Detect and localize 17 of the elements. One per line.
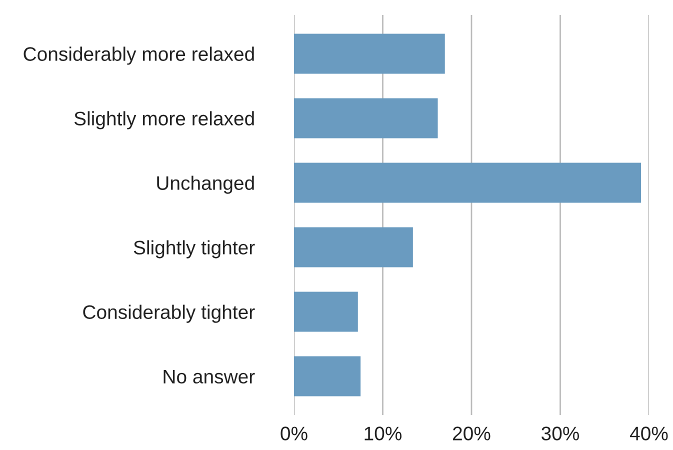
y-tick-label: Slightly more relaxed	[74, 111, 254, 130]
y-tick-label: Considerably more relaxed	[24, 46, 254, 65]
bar	[294, 98, 438, 138]
x-tick-label: 20%	[453, 426, 490, 440]
y-tick-label: Slightly tighter	[134, 240, 255, 258]
bar	[294, 356, 361, 396]
bar	[294, 34, 445, 74]
y-tick-label: No answer	[164, 370, 255, 384]
x-tick-label: 10%	[364, 426, 402, 440]
y-tick-label: Considerably tighter	[83, 304, 255, 323]
x-tick-label: 30%	[542, 426, 580, 440]
bar	[294, 162, 642, 203]
y-tick-label: Unchanged	[157, 176, 254, 194]
x-tick-label: 40%	[630, 426, 668, 440]
bar	[294, 227, 413, 268]
bar	[294, 292, 358, 332]
x-tick-label: 0%	[280, 426, 308, 440]
